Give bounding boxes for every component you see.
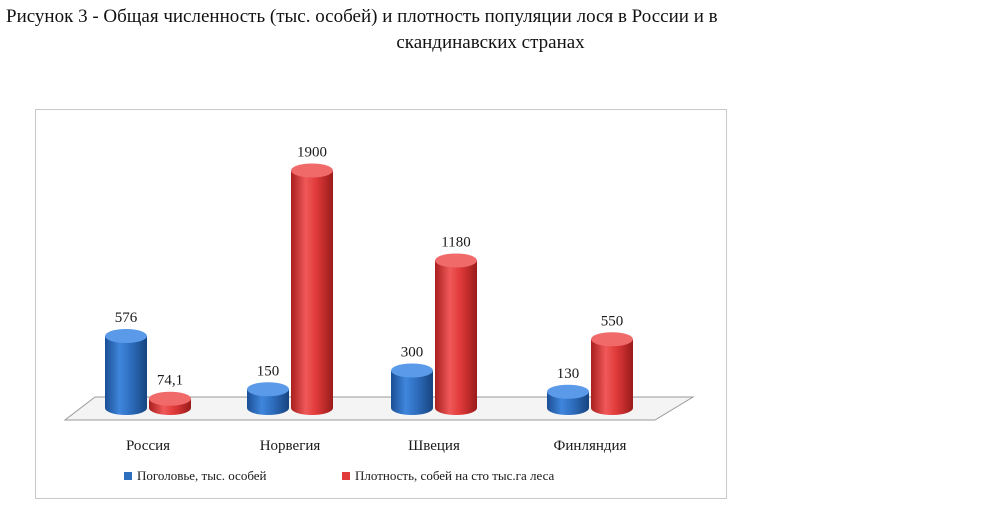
data-label-density-3: 1180 (441, 235, 470, 251)
x-tick-label-4: Финляндия (554, 438, 627, 454)
bar-density-1 (149, 391, 191, 415)
caption-line-2: скандинавских странах (396, 32, 585, 53)
data-label-population-2: 150 (257, 363, 280, 379)
chart-frame (35, 109, 727, 499)
data-label-density-4: 550 (601, 313, 624, 329)
legend-label-1: Поголовье, тыс. особей (137, 468, 267, 483)
x-tick-label-3: Швеция (408, 438, 460, 454)
legend-swatch-1 (124, 472, 132, 480)
caption-line-1: Рисунок 3 - Общая численность (тыс. особ… (6, 6, 718, 27)
bar-population-1 (105, 329, 147, 415)
data-label-population-1: 576 (115, 310, 138, 326)
figure-caption: Рисунок 3 - Общая численность (тыс. особ… (0, 4, 981, 56)
x-tick-label-1: Россия (126, 438, 170, 454)
legend-swatch-2 (342, 472, 350, 480)
bar-population-3 (391, 363, 433, 415)
bar-population-4 (547, 384, 589, 415)
data-label-population-4: 130 (557, 366, 580, 382)
legend-label-2: Плотность, собей на сто тыс.га леса (355, 468, 555, 483)
x-tick-label-2: Норвегия (260, 438, 321, 454)
bar-density-3 (435, 253, 477, 415)
bar-density-2 (291, 163, 333, 415)
chart-floor (63, 396, 695, 421)
bar-population-2 (247, 382, 289, 415)
data-label-population-3: 300 (401, 345, 424, 361)
data-label-density-1: 74,1 (157, 373, 183, 389)
bar-density-4 (591, 332, 633, 415)
legend-item-1: Поголовье, тыс. особей (124, 468, 267, 483)
legend-item-2: Плотность, собей на сто тыс.га леса (342, 468, 555, 483)
data-label-density-2: 1900 (297, 145, 327, 161)
